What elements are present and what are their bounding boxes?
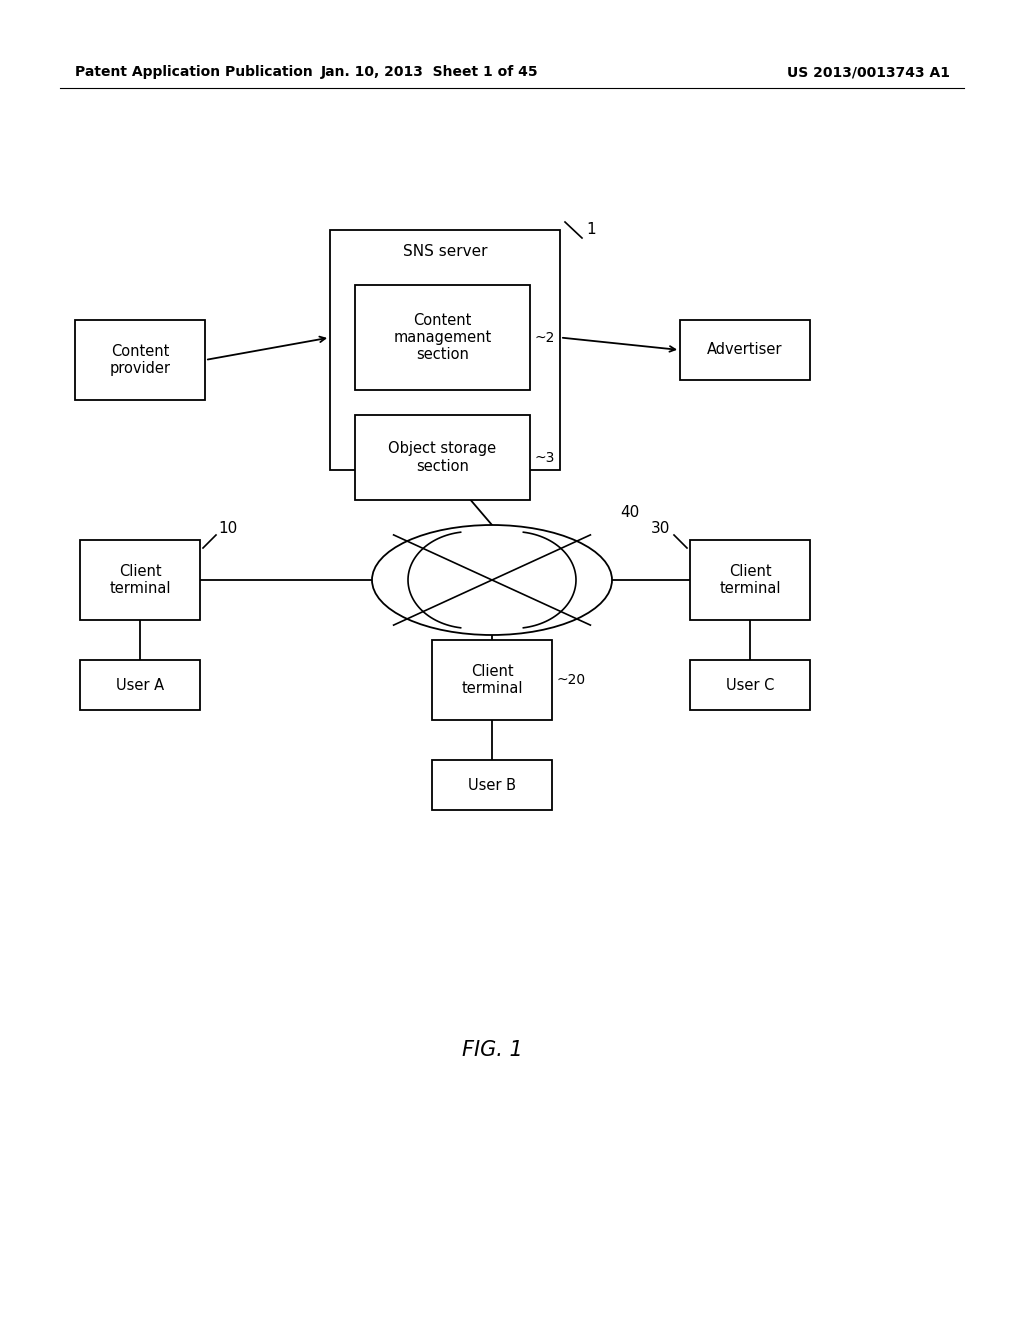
Text: 10: 10	[218, 521, 238, 536]
Text: Advertiser: Advertiser	[708, 342, 782, 358]
Text: Object storage
section: Object storage section	[388, 441, 497, 474]
Bar	[330, 230, 560, 470]
Text: FIG. 1: FIG. 1	[462, 1040, 522, 1060]
Text: US 2013/0013743 A1: US 2013/0013743 A1	[787, 65, 950, 79]
Text: 1: 1	[586, 223, 596, 238]
Text: User B: User B	[468, 777, 516, 792]
Bar	[80, 540, 200, 620]
Bar	[355, 414, 530, 500]
Text: Content
management
section: Content management section	[393, 313, 492, 363]
Text: ~2: ~2	[535, 330, 555, 345]
Text: User A: User A	[116, 677, 164, 693]
Text: Content
provider: Content provider	[110, 343, 171, 376]
Ellipse shape	[372, 525, 612, 635]
Bar	[690, 660, 810, 710]
Bar	[432, 760, 552, 810]
Text: ~20: ~20	[557, 673, 586, 686]
Bar	[680, 319, 810, 380]
Text: Client
terminal: Client terminal	[719, 564, 780, 597]
Text: 30: 30	[650, 521, 670, 536]
Bar	[355, 285, 530, 389]
Text: SNS server: SNS server	[402, 244, 487, 260]
Bar	[690, 540, 810, 620]
Text: User C: User C	[726, 677, 774, 693]
Bar	[80, 660, 200, 710]
Text: Patent Application Publication: Patent Application Publication	[75, 65, 312, 79]
Bar	[432, 640, 552, 719]
Text: Client
terminal: Client terminal	[461, 664, 522, 696]
Text: 40: 40	[620, 506, 639, 520]
Text: ~3: ~3	[535, 450, 555, 465]
Bar	[75, 319, 205, 400]
Text: Client
terminal: Client terminal	[110, 564, 171, 597]
Text: Jan. 10, 2013  Sheet 1 of 45: Jan. 10, 2013 Sheet 1 of 45	[322, 65, 539, 79]
